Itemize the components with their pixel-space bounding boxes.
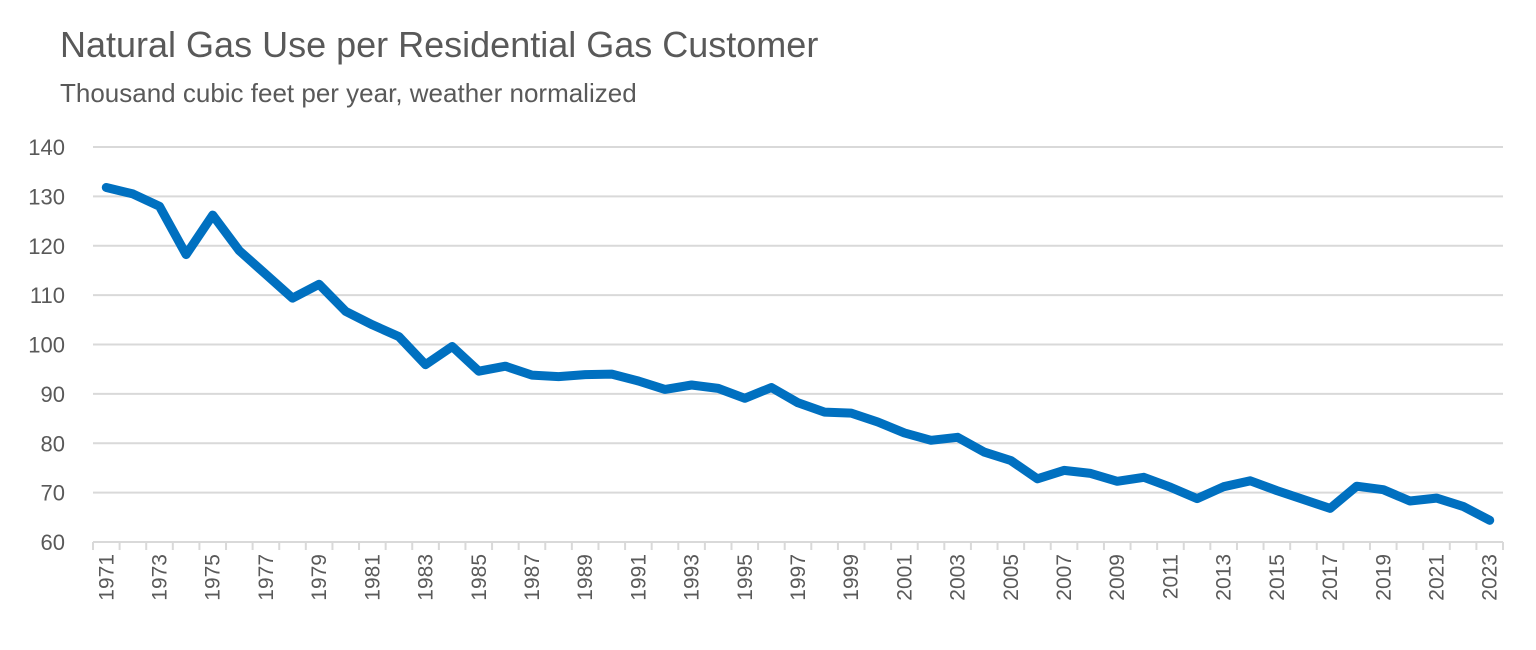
- x-tick-label: 2019: [1372, 554, 1395, 601]
- chart-title: Natural Gas Use per Residential Gas Cust…: [60, 24, 819, 65]
- y-tick-label: 80: [41, 431, 65, 456]
- x-tick-label: 2021: [1425, 554, 1448, 601]
- y-tick-label: 70: [41, 481, 65, 506]
- data-series-line: [101, 183, 1495, 525]
- x-tick-label: 1991: [627, 554, 650, 601]
- x-tick-label: 1983: [415, 554, 438, 601]
- x-tick-label: 2009: [1106, 554, 1129, 601]
- x-tick-label: 2017: [1319, 554, 1342, 601]
- x-tick-label: 1999: [840, 554, 863, 601]
- y-tick-label: 110: [30, 283, 65, 308]
- x-tick-label: 1993: [681, 554, 704, 601]
- x-tick-label: 1989: [574, 554, 597, 601]
- y-tick-label: 100: [28, 333, 65, 358]
- x-tick-label: 1997: [787, 554, 810, 601]
- x-tick-label: 1975: [202, 554, 225, 601]
- x-tick-label: 1987: [521, 554, 544, 601]
- x-tick-label: 1981: [361, 554, 384, 601]
- x-tick-label: 2015: [1266, 554, 1289, 601]
- x-tick-label: 1971: [95, 554, 118, 601]
- x-tick-label: 1979: [308, 554, 331, 601]
- x-tick-label: 2005: [1000, 554, 1023, 601]
- x-tick-label: 2003: [947, 554, 970, 601]
- x-tick-label: 1985: [468, 554, 491, 601]
- y-tick-label: 90: [41, 382, 65, 407]
- x-tick-label: 2013: [1213, 554, 1236, 601]
- x-tick-label: 2011: [1159, 554, 1182, 599]
- y-tick-label: 60: [41, 530, 65, 555]
- x-tick-label: 2007: [1053, 554, 1076, 601]
- y-tick-label: 130: [28, 184, 65, 209]
- chart-subtitle: Thousand cubic feet per year, weather no…: [60, 78, 637, 108]
- x-tick-label: 1973: [149, 554, 172, 601]
- x-tick-label: 2001: [893, 554, 916, 601]
- x-tick-label: 2023: [1479, 554, 1502, 601]
- x-tick-label: 1995: [734, 554, 757, 601]
- x-tick-label: 1977: [255, 554, 278, 601]
- y-tick-label: 120: [28, 234, 65, 259]
- y-tick-label: 140: [28, 135, 65, 160]
